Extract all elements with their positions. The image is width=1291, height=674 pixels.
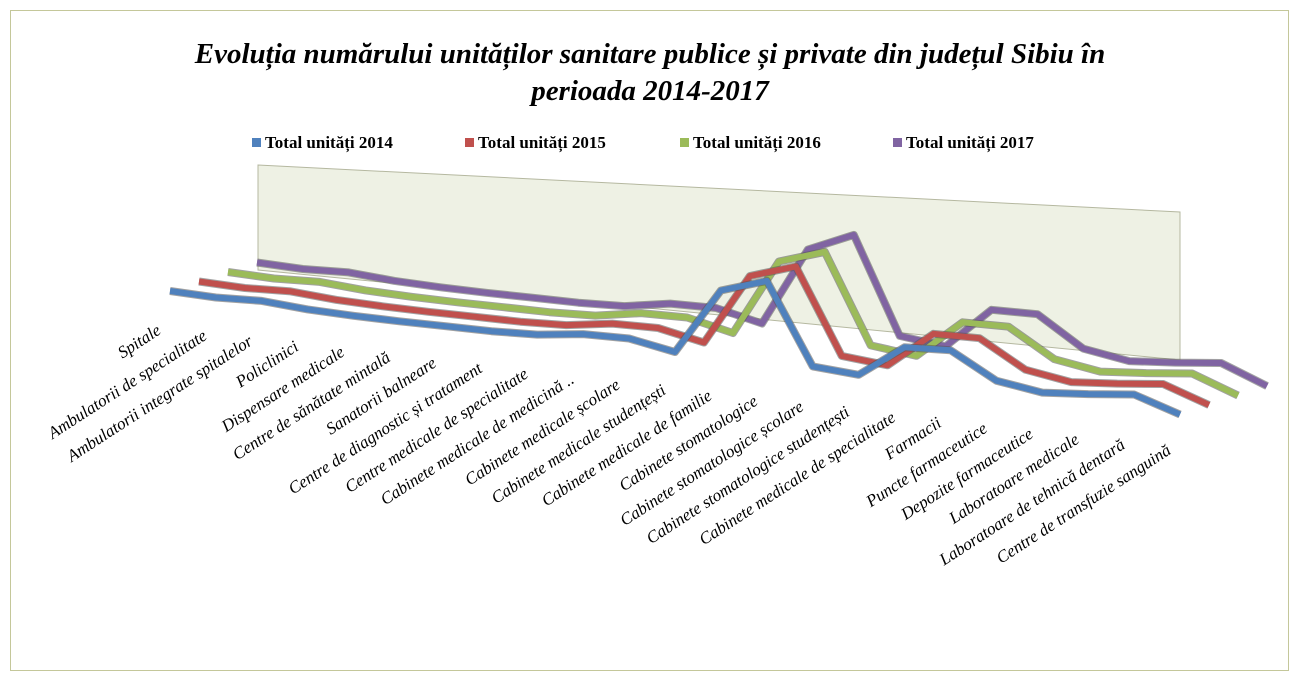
series-line: [256, 231, 1269, 389]
series-line: [227, 248, 1240, 399]
chart-title: Evoluția numărului unităților sanitare p…: [194, 38, 1106, 107]
legend-label: Total unități 2017: [906, 133, 1034, 153]
legend-swatch: [893, 138, 902, 147]
legend-swatch: [465, 138, 474, 147]
legend-label: Total unități 2015: [478, 133, 606, 153]
series-line: [169, 277, 1182, 418]
legend-swatch: [252, 138, 261, 147]
legend-swatch: [680, 138, 689, 147]
legend-label: Total unități 2014: [265, 133, 393, 153]
series-line: [198, 263, 1211, 408]
legend-label: Total unități 2016: [693, 133, 821, 153]
